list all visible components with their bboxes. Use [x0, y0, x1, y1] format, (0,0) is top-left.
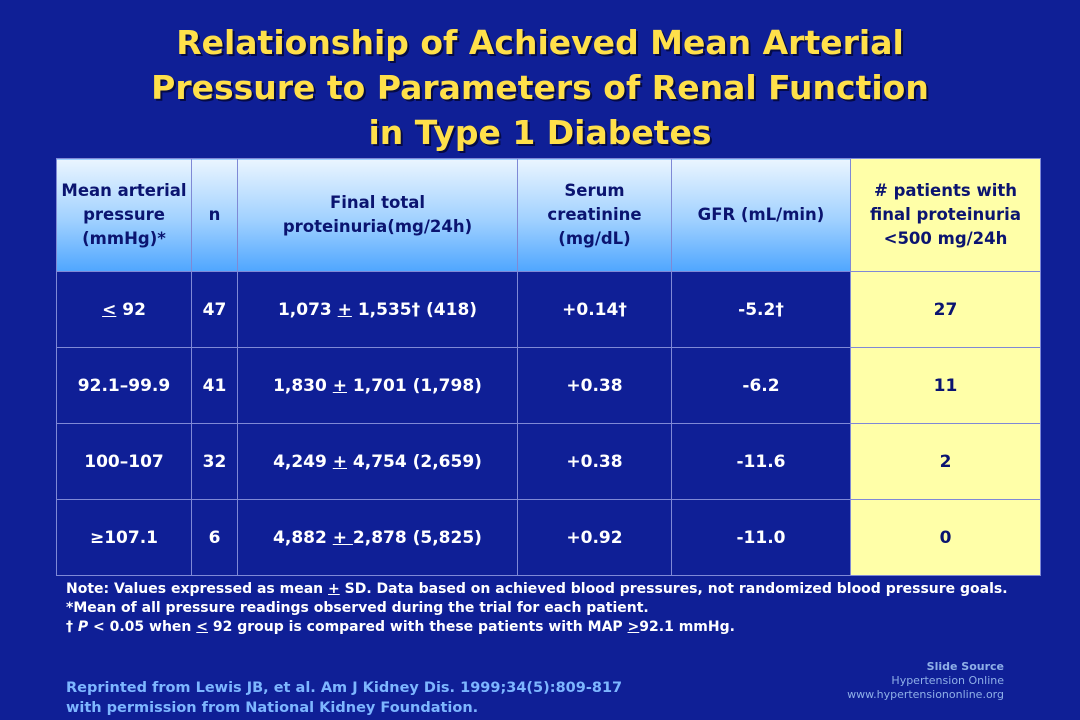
- creatinine-cell: +0.38: [517, 423, 672, 500]
- n-cell: 6: [191, 499, 238, 576]
- creatinine-cell: +0.38: [517, 347, 672, 424]
- gfr-cell: -11.6: [671, 423, 851, 500]
- footnotes: Note: Values expressed as mean + SD. Dat…: [66, 580, 1016, 637]
- proteinuria-sd: 1,535† (418): [351, 299, 478, 320]
- table-row: 92.1–99.9 41 1,830 + 1,701 (1,798) +0.38…: [56, 347, 1041, 424]
- slide-title: Relationship of Achieved Mean Arterial P…: [0, 20, 1080, 155]
- slide-source: Slide Source Hypertension Online www.hyp…: [847, 660, 1004, 702]
- n-cell: 47: [191, 271, 238, 348]
- reprint-citation: Reprinted from Lewis JB, et al. Am J Kid…: [66, 678, 622, 718]
- slide-source-name: Hypertension Online: [891, 674, 1004, 687]
- proteinuria-sd: 4,754 (2,659): [347, 451, 482, 472]
- patients-cell: 27: [850, 271, 1041, 348]
- map-cell: 100–107: [56, 423, 192, 500]
- proteinuria-sd: 1,701 (1,798): [347, 375, 482, 396]
- slide-title-line: in Type 1 Diabetes: [368, 113, 712, 152]
- footnote-text: 92.1 mmHg.: [639, 619, 735, 635]
- creatinine-cell: +0.14†: [517, 271, 672, 348]
- gfr-cell: -6.2: [671, 347, 851, 424]
- n-cell: 32: [191, 423, 238, 500]
- footnote-asterisk: *Mean of all pressure readings observed …: [66, 600, 649, 616]
- header-n: n: [191, 158, 238, 272]
- citation-line: Reprinted from Lewis JB, et al. Am J Kid…: [66, 680, 623, 696]
- patients-cell: 11: [850, 347, 1041, 424]
- map-cell: ≥107.1: [56, 499, 192, 576]
- proteinuria-mean: 4,249: [273, 451, 333, 472]
- gfr-cell: -11.0: [671, 499, 851, 576]
- proteinuria-mean: 1,830: [273, 375, 333, 396]
- proteinuria-mean: 4,882: [273, 527, 333, 548]
- slide-title-line: Pressure to Parameters of Renal Function: [151, 68, 929, 107]
- map-value: 100–107: [84, 451, 164, 472]
- less-equal-sign: <: [102, 299, 117, 320]
- footnote-text: < 0.05 when: [88, 619, 197, 635]
- map-cell: < 92: [56, 271, 192, 348]
- map-cell: 92.1–99.9: [56, 347, 192, 424]
- map-value: 92.1–99.9: [77, 375, 171, 396]
- proteinuria-cell: 1,073 + 1,535† (418): [237, 271, 518, 348]
- slide-source-heading: Slide Source: [926, 660, 1004, 673]
- dagger-symbol: †: [66, 619, 78, 635]
- greater-equal-sign: >: [627, 619, 640, 635]
- slide-title-line: Relationship of Achieved Mean Arterial: [176, 23, 904, 62]
- table-row: < 92 47 1,073 + 1,535† (418) +0.14† -5.2…: [56, 271, 1041, 348]
- plus-minus-sign: +: [332, 375, 348, 396]
- n-cell: 41: [191, 347, 238, 424]
- proteinuria-cell: 4,882 + 2,878 (5,825): [237, 499, 518, 576]
- header-serum-creatinine: Serum creatinine (mg/dL): [517, 158, 672, 272]
- patients-cell: 0: [850, 499, 1041, 576]
- creatinine-cell: +0.92: [517, 499, 672, 576]
- plus-minus-sign: +: [337, 299, 352, 320]
- gfr-cell: -5.2†: [671, 271, 851, 348]
- plus-minus-sign: +: [332, 527, 353, 548]
- footnote-dagger: † P < 0.05 when < 92 group is compared w…: [66, 618, 1016, 637]
- plus-minus-sign: +: [328, 581, 340, 597]
- footnote-text: 92 group is compared with these patients…: [208, 619, 628, 635]
- map-value: 92: [116, 299, 146, 320]
- proteinuria-sd: 2,878 (5,825): [352, 527, 482, 548]
- p-symbol: P: [77, 619, 89, 635]
- plus-minus-sign: +: [332, 451, 348, 472]
- header-final-total-proteinuria: Final total proteinuria(mg/24h): [237, 158, 518, 272]
- header-mean-arterial-pressure: Mean arterial pressure (mmHg)*: [56, 158, 192, 272]
- header-patients-proteinuria: # patients with final proteinuria <500 m…: [850, 158, 1041, 272]
- footnote-text: Note: Values expressed as mean: [66, 581, 329, 597]
- footnote-text: SD. Data based on achieved blood pressur…: [339, 581, 1008, 597]
- proteinuria-cell: 1,830 + 1,701 (1,798): [237, 347, 518, 424]
- table-header-row: Mean arterial pressure (mmHg)* n Final t…: [56, 158, 1041, 272]
- table-row: 100–107 32 4,249 + 4,754 (2,659) +0.38 -…: [56, 423, 1041, 500]
- patients-cell: 2: [850, 423, 1041, 500]
- less-equal-sign: <: [196, 619, 209, 635]
- map-value: ≥107.1: [89, 527, 159, 548]
- table-row: ≥107.1 6 4,882 + 2,878 (5,825) +0.92 -11…: [56, 499, 1041, 576]
- renal-function-table: Mean arterial pressure (mmHg)* n Final t…: [56, 158, 1041, 576]
- header-gfr: GFR (mL/min): [671, 158, 851, 272]
- proteinuria-cell: 4,249 + 4,754 (2,659): [237, 423, 518, 500]
- proteinuria-mean: 1,073: [277, 299, 338, 320]
- slide-source-url: www.hypertensiononline.org: [847, 688, 1004, 701]
- footnote-values: Note: Values expressed as mean + SD. Dat…: [66, 580, 1016, 599]
- citation-line: with permission from National Kidney Fou…: [66, 700, 479, 716]
